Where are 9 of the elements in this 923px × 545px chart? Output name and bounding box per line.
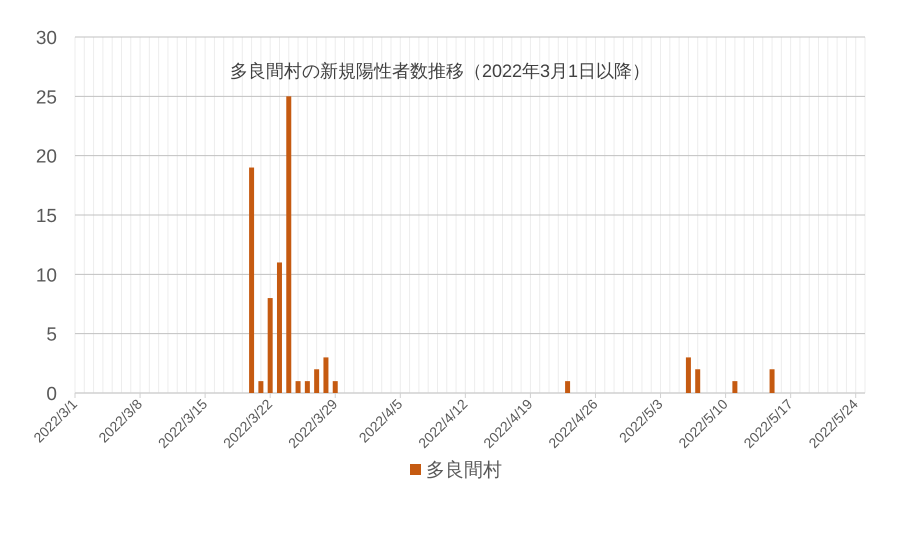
y-tick-label: 30 xyxy=(36,28,57,49)
y-tick-label: 10 xyxy=(36,265,57,286)
text: 多良間村の新規陽性者数推移（2022年3月1日以降） xyxy=(230,61,650,81)
legend-label: 多良間村 xyxy=(426,459,502,481)
y-tick-label: 25 xyxy=(36,87,57,108)
y-tick-label: 20 xyxy=(36,146,57,168)
y-tick-label: 15 xyxy=(36,206,57,227)
y-tick-label: 5 xyxy=(46,324,57,346)
y-tick-label: 0 xyxy=(46,384,57,405)
